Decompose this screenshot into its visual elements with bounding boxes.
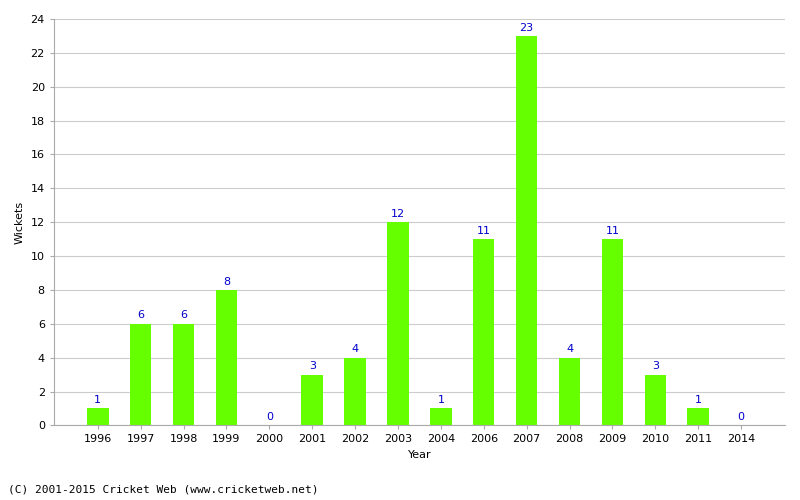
Bar — [430, 408, 451, 426]
Text: 1: 1 — [94, 395, 102, 405]
Text: 12: 12 — [391, 209, 405, 219]
Text: 3: 3 — [309, 361, 316, 371]
Bar — [473, 239, 494, 426]
Bar — [516, 36, 538, 426]
Text: 3: 3 — [652, 361, 658, 371]
Text: 4: 4 — [566, 344, 573, 354]
Text: 0: 0 — [738, 412, 745, 422]
X-axis label: Year: Year — [408, 450, 431, 460]
Text: 11: 11 — [477, 226, 490, 236]
Bar — [344, 358, 366, 426]
Text: 0: 0 — [266, 412, 273, 422]
Bar — [602, 239, 623, 426]
Bar — [558, 358, 580, 426]
Y-axis label: Wickets: Wickets — [15, 200, 25, 244]
Text: (C) 2001-2015 Cricket Web (www.cricketweb.net): (C) 2001-2015 Cricket Web (www.cricketwe… — [8, 485, 318, 495]
Bar — [687, 408, 709, 426]
Text: 23: 23 — [519, 22, 534, 32]
Text: 4: 4 — [351, 344, 358, 354]
Text: 1: 1 — [438, 395, 444, 405]
Bar — [645, 374, 666, 426]
Text: 6: 6 — [137, 310, 144, 320]
Bar — [173, 324, 194, 426]
Bar — [302, 374, 323, 426]
Bar — [87, 408, 109, 426]
Text: 6: 6 — [180, 310, 187, 320]
Text: 8: 8 — [223, 276, 230, 286]
Bar — [387, 222, 409, 426]
Bar — [130, 324, 151, 426]
Text: 1: 1 — [694, 395, 702, 405]
Bar — [216, 290, 237, 426]
Text: 11: 11 — [606, 226, 619, 236]
